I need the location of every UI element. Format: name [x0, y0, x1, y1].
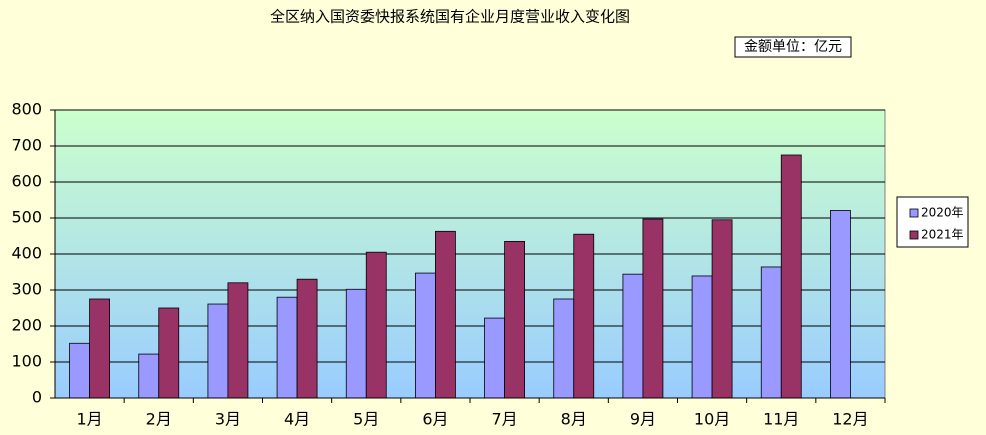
x-tick-label: 5月: [353, 410, 379, 429]
x-tick-label: 8月: [561, 410, 587, 429]
y-tick-label: 800: [11, 100, 42, 119]
bar: [780, 154, 802, 399]
x-tick-label: 3月: [215, 410, 241, 429]
bar: [227, 282, 249, 399]
bar: [276, 296, 298, 399]
bar: [760, 266, 782, 399]
bar: [296, 278, 318, 399]
bar: [691, 275, 713, 399]
y-tick-label: 700: [11, 136, 42, 155]
bar: [553, 298, 575, 399]
x-tick-label: 2月: [146, 410, 172, 429]
legend-label: 2021年: [921, 228, 964, 242]
bar: [158, 307, 180, 399]
bar: [207, 303, 229, 399]
x-tick-label: 1月: [76, 410, 102, 429]
y-tick-label: 300: [11, 280, 42, 299]
bar: [504, 240, 525, 399]
bar: [365, 251, 387, 399]
legend-swatch: [909, 208, 919, 218]
annotation-box: [734, 36, 852, 58]
bar: [435, 230, 456, 399]
bar: [622, 273, 644, 399]
x-tick-label: 6月: [422, 410, 448, 429]
x-tick-label: 11月: [763, 410, 799, 429]
bar: [345, 288, 367, 399]
legend-box: [896, 196, 969, 248]
bar: [484, 317, 505, 399]
chart-title: 全区纳入国资委快报系统国有企业月度营业收入变化图: [270, 8, 630, 26]
x-tick-label: 9月: [630, 410, 656, 429]
bar: [573, 233, 595, 399]
annotation: 金额单位：亿元: [744, 39, 842, 55]
y-tick-label: 200: [11, 316, 42, 335]
bar: [642, 218, 664, 399]
x-tick-label: 10月: [694, 410, 730, 429]
bar: [69, 342, 90, 399]
x-tick-label: 4月: [284, 410, 310, 429]
legend-swatch: [909, 230, 919, 240]
y-tick-label: 100: [11, 352, 42, 371]
x-tick-label: 7月: [491, 410, 517, 429]
legend: [896, 196, 969, 248]
bar: [138, 353, 160, 399]
bar: [711, 219, 733, 399]
y-tick-label: 400: [11, 244, 42, 263]
legend-label: 2020年: [921, 206, 964, 220]
bar: [89, 298, 110, 399]
x-tick-label: 12月: [832, 410, 868, 429]
bar: [415, 272, 436, 399]
y-tick-label: 600: [11, 172, 42, 191]
y-tick-label: 500: [11, 208, 42, 227]
y-tick-label: 0: [32, 388, 42, 407]
bar: [830, 210, 851, 399]
